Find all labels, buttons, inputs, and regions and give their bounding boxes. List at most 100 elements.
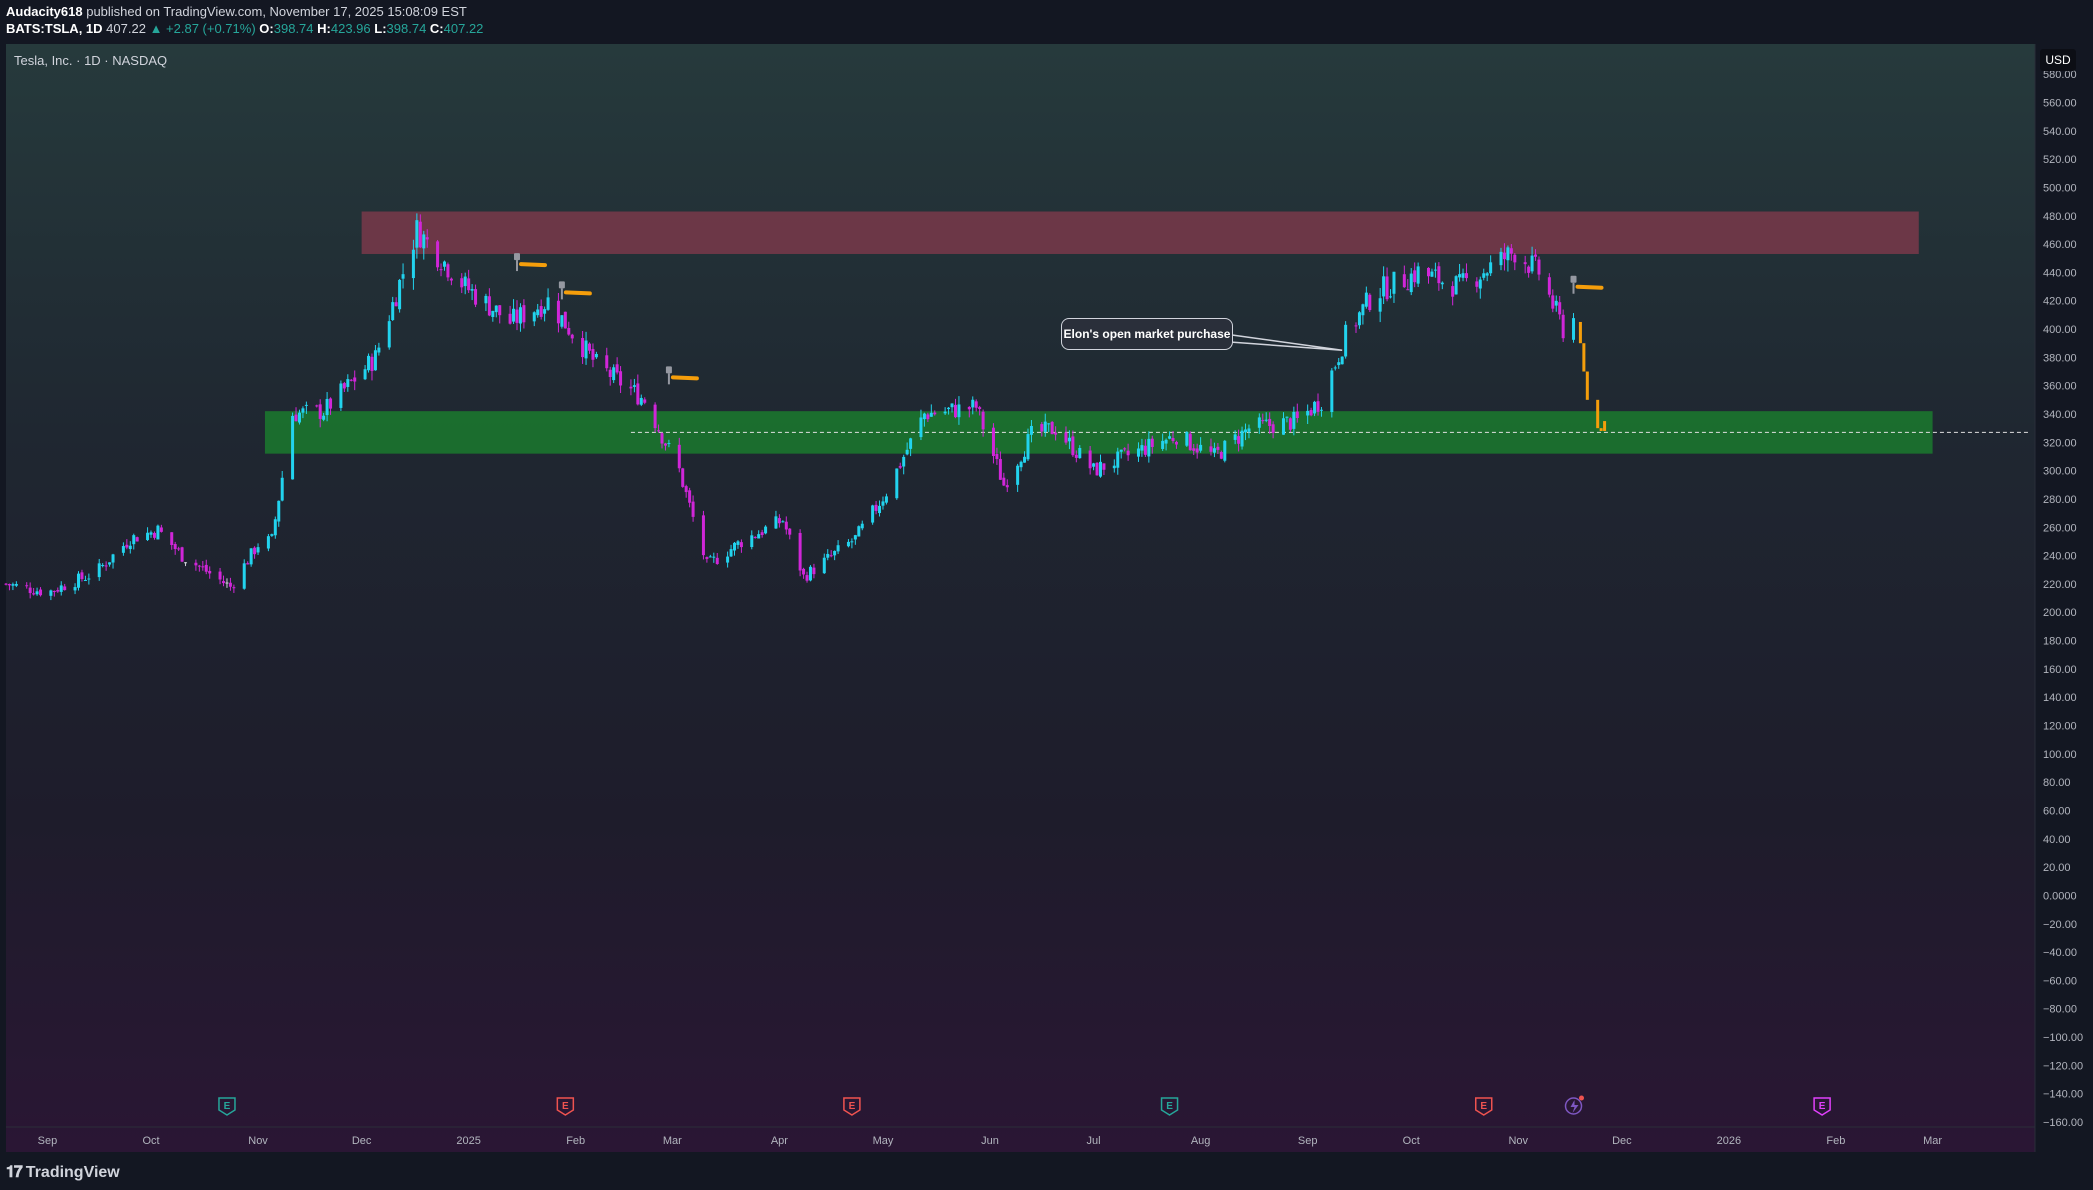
candle-body: [774, 516, 778, 529]
candle-body: [280, 477, 284, 501]
candle-body: [567, 327, 571, 335]
candle-body: [588, 343, 592, 351]
candle-body: [1088, 450, 1092, 469]
candle-body: [1551, 295, 1555, 309]
candle-body: [422, 234, 426, 249]
candle-body: [512, 308, 516, 322]
currency-button[interactable]: USD: [2040, 49, 2076, 71]
publish-info: published on TradingView.com, November 1…: [86, 4, 467, 19]
candle-body: [449, 278, 453, 281]
candle-body: [487, 296, 491, 316]
y-tick-label: −40.00: [2043, 947, 2077, 959]
candle-body: [846, 541, 850, 547]
candle-body: [1309, 410, 1313, 416]
projection-candle: [1585, 371, 1589, 400]
candle-body: [812, 567, 816, 575]
candle-body: [1499, 251, 1503, 266]
candle-body: [926, 414, 930, 420]
candle-body: [995, 453, 999, 459]
candle-body: [1240, 430, 1244, 447]
candle-body: [629, 386, 633, 389]
candle-body: [87, 578, 91, 580]
y-tick-label: 400.00: [2043, 324, 2077, 336]
symbol-title: Tesla, Inc. · 1D · NASDAQ: [14, 53, 168, 68]
candle-body: [425, 237, 429, 240]
markers-layer: [513, 253, 1604, 385]
candle-body: [1357, 312, 1361, 326]
candle-body: [1306, 410, 1310, 416]
x-tick-label: Jun: [981, 1135, 999, 1147]
candle-body: [691, 501, 695, 517]
close-label: C:: [429, 21, 444, 36]
candle-body: [1475, 281, 1479, 287]
candle-body: [49, 590, 53, 596]
candle-body: [349, 379, 353, 381]
candle-body: [1409, 273, 1413, 293]
candle-body: [1140, 445, 1144, 451]
candle-body: [415, 220, 419, 248]
candle-body: [798, 532, 802, 571]
callout-label[interactable]: Elon's open market purchase: [1061, 318, 1233, 350]
candle-body: [874, 504, 878, 511]
candle-body: [739, 542, 743, 548]
candle-body: [560, 315, 564, 327]
candle-body: [353, 377, 357, 382]
candle-body: [373, 350, 377, 371]
candle-body: [1523, 262, 1527, 265]
candle-body: [808, 566, 812, 581]
candle-body: [605, 355, 609, 369]
y-tick-label: −140.00: [2043, 1089, 2083, 1101]
candle-body: [909, 438, 913, 449]
candle-body: [149, 532, 153, 535]
candle-body: [836, 545, 840, 552]
candle-body: [947, 407, 951, 410]
candle-body: [1209, 446, 1213, 452]
candle-body: [929, 412, 933, 417]
candle-body: [1067, 437, 1071, 442]
candle-body: [1295, 411, 1299, 419]
candle-body: [1237, 436, 1241, 444]
candle-body: [1029, 425, 1033, 435]
candle-body: [470, 289, 474, 291]
earnings-event-icon: E: [843, 1097, 861, 1116]
candle-body: [398, 279, 402, 310]
candle-body: [1433, 269, 1437, 271]
candle-body: [515, 309, 519, 323]
candle-body: [684, 486, 688, 493]
open-label: O:: [259, 21, 274, 36]
candle-body: [1437, 266, 1441, 284]
candle-body: [301, 408, 305, 413]
candle-body: [201, 566, 205, 568]
candle-body: [1330, 370, 1334, 413]
y-tick-label: 460.00: [2043, 239, 2077, 251]
candle-body: [394, 302, 398, 307]
x-tick-label: Oct: [1403, 1135, 1420, 1147]
candle-body: [967, 406, 971, 410]
y-tick-label: 160.00: [2043, 664, 2077, 676]
y-tick-label: 340.00: [2043, 409, 2077, 421]
candle-body: [1112, 465, 1116, 469]
time-axis: Sep Oct Nov Dec 2025 Feb Mar Apr May Jun Jul Aug Sep…: [6, 1126, 2035, 1147]
candle-body: [760, 532, 764, 535]
candle-body: [1126, 450, 1130, 456]
candle-body: [902, 456, 906, 467]
candle-body: [971, 399, 975, 408]
candle-body: [753, 536, 757, 538]
tradingview-logo[interactable]: 𝟏𝟕 TradingView: [6, 1164, 120, 1182]
candle-body: [387, 321, 391, 348]
candle-body: [1292, 411, 1296, 429]
candle-body: [4, 583, 8, 585]
publish-line: Audacity618 published on TradingView.com…: [6, 4, 467, 19]
candle-body: [401, 274, 405, 279]
resistance-zone: [361, 211, 1919, 254]
candle-body: [297, 412, 301, 423]
symbol-info[interactable]: BATS:TSLA, 1D: [6, 21, 103, 36]
candle-body: [446, 264, 450, 278]
y-tick-label: 520.00: [2043, 154, 2077, 166]
candle-body: [1092, 463, 1096, 467]
x-tick-label: Apr: [771, 1135, 788, 1147]
candle-body: [484, 295, 488, 304]
author-name[interactable]: Audacity618: [6, 4, 83, 19]
